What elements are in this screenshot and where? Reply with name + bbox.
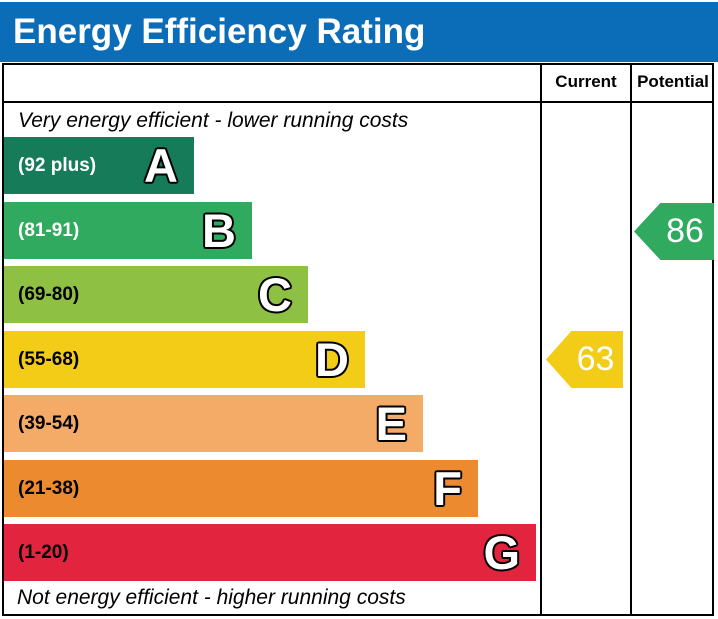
band-row-c: (69-80) C: [4, 266, 308, 323]
band-range-label: (92 plus): [18, 154, 97, 176]
current-rating-value: 63: [576, 340, 615, 378]
band-row-f: (21-38) F: [4, 460, 478, 517]
band-range-label: (69-80): [18, 283, 80, 305]
band-row-g: (1-20) G: [4, 524, 536, 581]
header-row-divider: [4, 101, 712, 103]
title-bar: Energy Efficiency Rating: [0, 2, 718, 62]
band-range-label: (39-54): [18, 412, 80, 434]
page-title: Energy Efficiency Rating: [13, 12, 426, 51]
current-rating-arrow: 63: [546, 331, 623, 388]
band-range-label: (1-20): [18, 541, 69, 563]
band-row-d: (55-68) D: [4, 331, 365, 388]
band-row-e: (39-54) E: [4, 395, 423, 452]
band-row-b: (81-91) B: [4, 202, 252, 259]
band-letter: G: [483, 526, 520, 579]
band-range-label: (81-91): [18, 219, 80, 241]
band-letter: D: [315, 333, 349, 386]
bottom-note: Not energy efficient - higher running co…: [17, 586, 406, 609]
band-letter: C: [258, 268, 292, 321]
band-range-label: (21-38): [18, 477, 80, 499]
current-column-divider: [540, 65, 542, 614]
band-letter: B: [202, 204, 236, 257]
band-range-label: (55-68): [18, 348, 80, 370]
column-header-potential: Potential: [637, 72, 709, 91]
potential-column-divider: [630, 65, 632, 614]
column-header-current: Current: [555, 72, 617, 91]
band-letter: A: [144, 139, 178, 192]
top-note: Very energy efficient - lower running co…: [18, 109, 409, 132]
band-letter: F: [433, 462, 462, 515]
band-row-a: (92 plus) A: [4, 137, 194, 194]
rating-table: Current Potential Very energy efficient …: [2, 63, 714, 616]
band-letter: E: [375, 397, 407, 450]
potential-rating-value: 86: [666, 212, 704, 250]
potential-rating-arrow: 86: [634, 203, 714, 260]
